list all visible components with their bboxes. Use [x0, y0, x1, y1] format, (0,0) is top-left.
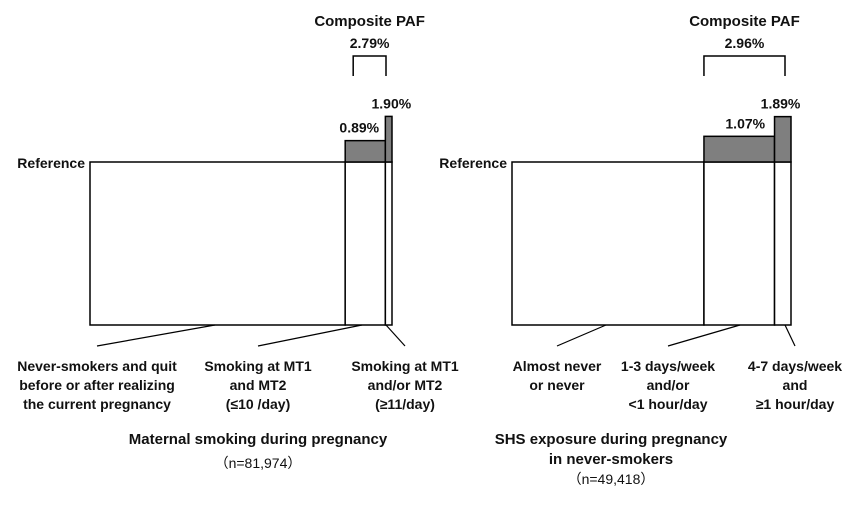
category-label: (≤10 /day) [226, 396, 290, 412]
paf-label: 1.89% [761, 96, 801, 112]
reference-label: Reference [439, 155, 507, 171]
paf-label: 1.07% [725, 115, 765, 131]
category-label: ≥1 hour/day [756, 396, 835, 412]
category-label: <1 hour/day [629, 396, 708, 412]
segment-box [384, 161, 393, 326]
panel-title-line2: in never-smokers [549, 451, 673, 468]
category-label: (≥11/day) [375, 396, 435, 412]
category-label: or never [529, 377, 585, 393]
composite-paf-label: Composite PAF [314, 13, 425, 30]
panel-title: Maternal smoking during pregnancy [129, 431, 388, 448]
panel-sample-size: （n=49,418） [568, 471, 655, 487]
leader-line [667, 324, 741, 347]
composite-paf-value: 2.96% [725, 35, 765, 51]
category-label: and MT2 [230, 377, 287, 393]
paf-bar [703, 135, 776, 163]
category-label: and [783, 377, 808, 393]
composite-paf-label: Composite PAF [689, 13, 800, 30]
category-label: 4-7 days/week [748, 358, 842, 374]
paf-bar [773, 115, 792, 163]
category-label: Smoking at MT1 [204, 358, 312, 374]
category-label: 1-3 days/week [621, 358, 715, 374]
paf-bar [384, 115, 393, 163]
leader-line [257, 324, 363, 347]
segment-box [344, 161, 387, 326]
leader-line [96, 324, 216, 347]
segment-box [511, 161, 705, 326]
category-label: and/or MT2 [368, 377, 443, 393]
reference-label: Reference [17, 155, 85, 171]
panel-sample-size: （n=81,974） [215, 455, 302, 471]
segment-box [89, 161, 346, 326]
paf-bar [344, 139, 387, 163]
category-label: Almost never [513, 358, 602, 374]
leader-line [784, 324, 796, 347]
category-label: Smoking at MT1 [351, 358, 459, 374]
panel-title: SHS exposure during pregnancy [495, 431, 728, 448]
leader-line [385, 324, 406, 347]
composite-bracket [352, 55, 387, 76]
category-label: and/or [647, 377, 690, 393]
composite-bracket [703, 55, 786, 76]
category-label: Never-smokers and quit [17, 358, 177, 374]
composite-paf-value: 2.79% [350, 35, 390, 51]
category-label: the current pregnancy [23, 396, 171, 412]
leader-line [556, 324, 607, 347]
segment-box [773, 161, 792, 326]
paf-label: 0.89% [339, 120, 379, 136]
category-label: before or after realizing [19, 377, 175, 393]
paf-label: 1.90% [372, 95, 412, 111]
segment-box [703, 161, 776, 326]
